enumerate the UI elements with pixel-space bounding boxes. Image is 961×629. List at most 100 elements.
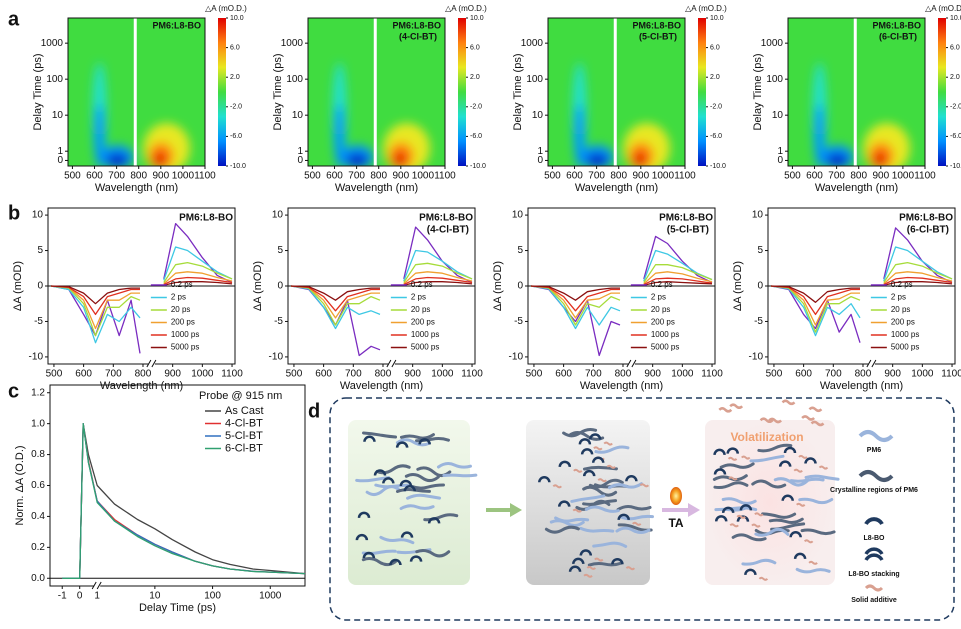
polymer-fiber: [554, 516, 590, 523]
colorbar-tick-label: 10.0: [230, 15, 244, 22]
y-tick-label: 0: [277, 281, 283, 292]
polymer-fiber: [749, 454, 785, 463]
heatmap-feature: [392, 152, 407, 166]
x-tick-label: 500: [544, 171, 561, 182]
polymer-fiber: [374, 483, 410, 489]
additive: [810, 420, 825, 427]
x-tick-label: 1100: [941, 369, 961, 380]
colorbar-tick-label: 2.0: [950, 74, 960, 81]
series-line: [770, 276, 953, 316]
colorbar-tick-label: -10.0: [470, 163, 486, 170]
polymer-fiber: [362, 431, 398, 439]
y-tick-label: -5: [754, 316, 763, 327]
line-chart: -1 0 1 10 100 1000 0.0 0.2 0.4 0.6 0.8 1.0 1.2 Delay …: [14, 384, 306, 614]
diagram-frame: [329, 397, 955, 621]
colorbar-tick-label: -2.0: [710, 104, 722, 111]
y-axis-label: ΔA (mOD): [252, 261, 264, 311]
heatmap-chart: 500 600 700 800 900 1000 110001101001000Wavele…: [512, 4, 727, 194]
acceptor: [591, 456, 605, 464]
acceptor: [578, 438, 592, 445]
y-tick-label: 0: [517, 281, 523, 292]
y-tick-label: 100: [766, 74, 783, 85]
legend-label: 20 ps: [651, 305, 671, 314]
colorbar-tick-label: 10.0: [470, 15, 484, 22]
y-tick-label: -10: [509, 352, 524, 363]
polymer-fiber: [584, 505, 620, 513]
y-tick-label: 0.6: [31, 480, 45, 491]
colorbar-tick-label: -6.0: [470, 133, 482, 140]
y-tick-label: 5: [37, 245, 43, 256]
acceptor: [804, 457, 817, 464]
additive: [729, 523, 739, 528]
x-tick-label: 0: [77, 591, 83, 602]
series-line: [62, 423, 306, 579]
colorbar-label: △A (mO.D.): [445, 4, 487, 13]
y-tick-label: 100: [526, 74, 543, 85]
axis-break: [146, 359, 157, 368]
legend-label: 2 ps: [171, 293, 186, 302]
polymer-fiber: [406, 493, 442, 500]
x-tick-label: 600: [806, 171, 823, 182]
legend-label: 200 ps: [891, 318, 915, 327]
series-line: [530, 281, 713, 301]
additive: [729, 403, 744, 409]
series-line: [770, 281, 953, 303]
x-tick-label: 800: [135, 369, 152, 380]
series-line: [50, 276, 233, 316]
panel-label: b: [8, 202, 20, 224]
arrow: [510, 503, 522, 517]
additive: [758, 576, 769, 581]
x-tick-label: 10: [149, 591, 161, 602]
polymer-fiber: [800, 528, 836, 536]
series-line: [62, 423, 306, 579]
x-tick-label: 900: [644, 369, 661, 380]
line-chart: 500 600 700 800 900 1000 1100 -10 -5 0 5 10 Waveleng…: [252, 207, 483, 392]
series-line: [530, 249, 713, 330]
y-tick-label: 1000: [521, 38, 544, 49]
legend-label: 6-Cl-BT: [225, 442, 263, 454]
x-tick-label: 1000: [412, 171, 435, 182]
axis-break-gap: [388, 360, 395, 368]
x-tick-label: 1100: [914, 171, 936, 182]
y-tick-label: -10: [749, 352, 764, 363]
additive: [728, 476, 738, 481]
legend-text: Crystalline regions of PM6: [830, 487, 918, 494]
polymer-fiber: [592, 541, 628, 548]
polymer-fiber: [741, 558, 777, 566]
x-axis-label: Wavelength (nm): [580, 380, 663, 392]
x-tick-label: 700: [345, 369, 362, 380]
line-chart: 500 600 700 800 900 1000 1100 -10 -5 0 5 10 Waveleng…: [732, 207, 961, 392]
acceptor: [783, 446, 797, 454]
additive: [798, 454, 808, 459]
acceptor: [373, 469, 387, 476]
polymer-fiber: [409, 483, 445, 490]
y-tick-label: 0: [757, 281, 763, 292]
x-tick-label: 500: [46, 369, 63, 380]
colorbar-label: △A (mO.D.): [685, 4, 727, 13]
legend-label: 200 ps: [171, 318, 195, 327]
series-line: [530, 264, 713, 326]
series-line: [62, 423, 306, 579]
additive: [818, 465, 829, 470]
y-axis-label: Delay Time (ps): [32, 53, 44, 130]
legend-text: PM6: [867, 447, 882, 454]
flame-icon: [670, 487, 682, 505]
legend-icon: [864, 547, 884, 561]
x-tick-label: 800: [370, 171, 387, 182]
y-tick-label: 10: [292, 110, 304, 121]
y-tick-label: 10: [532, 110, 544, 121]
heatmap-chart: 500 600 700 800 900 1000 110001101001000Wavele…: [272, 4, 487, 194]
chart-subtitle: (6-Cl-BT): [879, 31, 917, 41]
x-tick-label: 1100: [701, 369, 723, 380]
polymer-fiber: [804, 474, 840, 481]
colorbar-tick-label: -6.0: [230, 133, 242, 140]
y-axis-label: Delay Time (ps): [272, 53, 284, 130]
series-line: [290, 249, 473, 330]
legend-label: 2 ps: [411, 293, 426, 302]
series-line: [50, 281, 233, 305]
polymer-fiber: [549, 519, 585, 528]
legend-label: 5000 ps: [171, 343, 199, 352]
chart-subtitle: (5-Cl-BT): [667, 225, 709, 236]
colorbar-tick-label: -6.0: [710, 133, 722, 140]
